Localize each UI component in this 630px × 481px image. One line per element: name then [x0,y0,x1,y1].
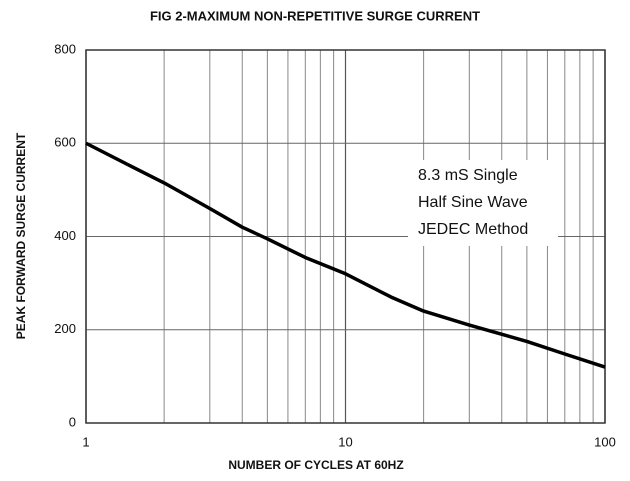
annotation: JEDEC Method [418,221,528,238]
y-tick-label: 600 [54,135,76,150]
x-tick-label: 1 [82,434,89,449]
annotation: Half Sine Wave [418,194,528,211]
y-axis-label: PEAK FORWARD SURGE CURRENT [14,132,28,339]
x-axis-label: NUMBER OF CYCLES AT 60HZ [228,458,403,472]
y-tick-label: 400 [54,228,76,243]
y-tick-label: 0 [69,414,76,429]
annotation: 8.3 mS Single [418,167,518,184]
annotation-box [408,160,558,246]
chart-title: FIG 2-MAXIMUM NON-REPETITIVE SURGE CURRE… [150,8,480,23]
x-tick-label: 10 [338,434,352,449]
x-tick-label: 100 [594,434,616,449]
plot-frame [85,49,606,424]
data-line [85,141,606,369]
y-tick-label: 200 [54,321,76,336]
y-tick-label: 800 [54,41,76,56]
